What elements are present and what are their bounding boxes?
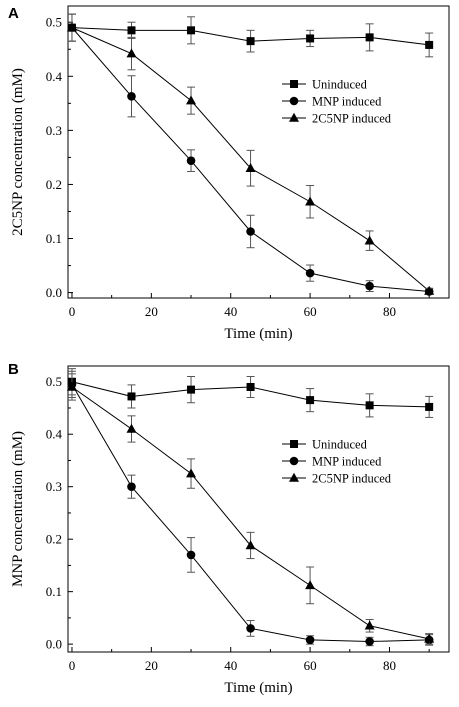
data-point [424,633,435,643]
series-mnp-induced [67,370,434,647]
data-point [425,402,434,411]
x-tick-label: 20 [145,304,158,319]
data-point [187,385,196,394]
data-point [126,423,137,433]
y-axis-title: MNP concentration (mM) [10,431,26,587]
legend-label: MNP induced [312,455,382,469]
plot-frame [67,5,450,299]
y-tick-label: 0.5 [46,374,62,389]
series-line [71,386,430,640]
plot-frame [67,365,450,653]
legend-label: Uninduced [312,78,368,92]
panel-letter: B [8,361,19,378]
x-tick-label: 60 [304,658,317,673]
legend-label: 2C5NP induced [312,112,392,126]
x-tick-label: 60 [304,304,317,319]
y-axis-title: 2C5NP concentration (mM) [10,68,26,236]
legend-label: 2C5NP induced [312,472,392,486]
x-tick-label: 0 [69,304,76,319]
series-2c5np-induced [66,373,435,645]
data-point [305,268,315,278]
chart-panel-b: B 0 20 40 60 80 0.0 0.1 0.2 0.3 0.4 0.5 Time (min) MN… [8,361,450,696]
data-point [127,26,136,35]
legend-marker [290,80,298,88]
y-tick-label: 0.0 [46,285,62,300]
series-uninduced [67,368,434,418]
data-point [365,637,374,646]
data-point [186,468,197,478]
y-tick-label: 0.2 [46,177,62,192]
data-point [364,235,375,245]
y-tick-label: 0.4 [46,427,63,442]
y-tick-label: 0.3 [46,479,62,494]
data-point [246,227,255,236]
legend-marker [289,456,299,466]
legend-marker [289,472,299,482]
data-point [364,620,375,630]
data-point [365,33,374,42]
y-tick-label: 0.2 [46,532,62,547]
data-point [246,37,255,46]
y-tick-label: 0.4 [46,69,63,84]
data-point [306,34,315,43]
y-tick-label: 0.5 [46,15,62,30]
legend: Uninduced MNP induced 2C5NP induced [282,438,392,486]
data-point [186,156,196,165]
x-tick-label: 40 [224,658,237,673]
x-tick-label: 80 [383,304,396,319]
panel-letter: A [8,5,19,22]
y-tick-label: 0.3 [46,123,62,138]
series-2c5np-induced [66,13,435,295]
data-point [425,40,434,49]
data-point [306,396,315,405]
y-tick-label: 0.1 [46,584,62,599]
data-point [127,392,136,401]
x-tick-label: 20 [145,658,158,673]
y-tick-label: 0.1 [46,231,62,246]
chart-panel-a: A 0 20 40 60 80 0.0 0.1 0.2 0.3 0.4 0.5 Time (min) 2C… [8,5,450,342]
legend-marker [289,96,299,106]
x-tick-label: 80 [383,658,396,673]
data-point [365,281,374,291]
data-point [127,92,136,101]
legend-label: Uninduced [312,438,368,452]
data-point [365,401,374,410]
x-tick-label: 40 [224,304,237,319]
y-tick-label: 0.0 [46,637,62,652]
legend-marker [289,112,299,122]
data-point [305,580,316,590]
data-point [246,624,255,633]
data-point [424,285,435,295]
data-point [186,550,196,560]
x-axis-title: Time (min) [224,680,292,696]
legend-marker [290,440,298,448]
data-point [187,26,196,35]
x-tick-label: 0 [69,658,76,673]
data-point [246,382,255,391]
data-point [186,95,197,105]
data-point [127,482,136,491]
x-axis-title: Time (min) [224,326,292,342]
data-point [245,540,256,550]
legend: Uninduced MNP induced 2C5NP induced [282,78,392,126]
data-point [66,22,77,32]
data-point [126,48,137,58]
data-point [305,196,316,206]
data-point [66,381,77,391]
data-point [245,163,256,173]
legend-label: MNP induced [312,95,382,109]
data-point [305,635,315,645]
series-uninduced [67,13,434,58]
series-line [71,384,430,643]
